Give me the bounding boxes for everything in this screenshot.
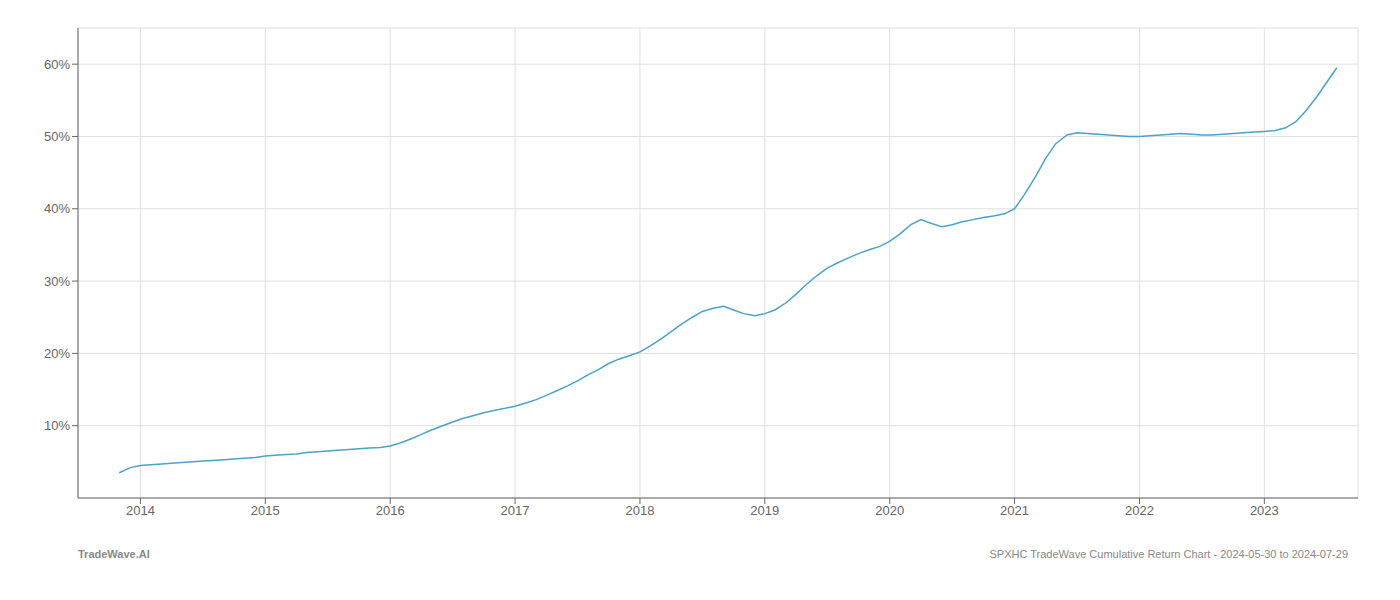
svg-text:2019: 2019: [750, 503, 779, 518]
svg-text:40%: 40%: [44, 201, 70, 216]
svg-text:2018: 2018: [625, 503, 654, 518]
html-text:SPXHC TradeWave Cumulative Ret: SPXHC TradeWave Cumulative Return Chart …: [989, 548, 1348, 560]
svg-text:2014: 2014: [126, 503, 155, 518]
svg-text:20%: 20%: [44, 346, 70, 361]
svg-text:2023: 2023: [1250, 503, 1279, 518]
svg-text:10%: 10%: [44, 418, 70, 433]
svg-text:2015: 2015: [251, 503, 280, 518]
svg-text:2021: 2021: [1000, 503, 1029, 518]
svg-text:2017: 2017: [501, 503, 530, 518]
svg-text:30%: 30%: [44, 274, 70, 289]
svg-text:2020: 2020: [875, 503, 904, 518]
svg-text:2022: 2022: [1125, 503, 1154, 518]
svg-text:60%: 60%: [44, 57, 70, 72]
svg-text:50%: 50%: [44, 129, 70, 144]
html-text:TradeWave.AI: TradeWave.AI: [78, 548, 150, 560]
svg-text:2016: 2016: [376, 503, 405, 518]
